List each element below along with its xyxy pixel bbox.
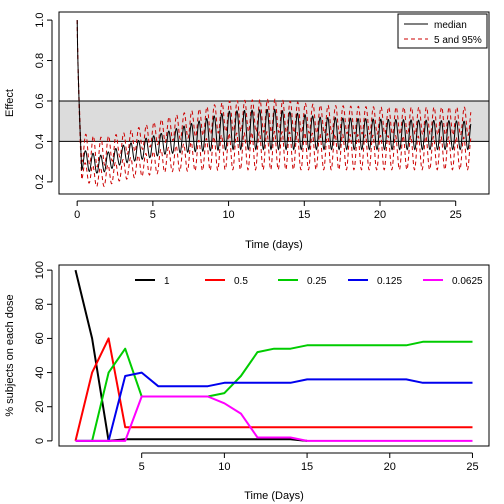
x-tick-label: 10 bbox=[222, 209, 234, 221]
legend-label-dose-0-125: 0.125 bbox=[377, 276, 402, 287]
x-tick-label: 15 bbox=[298, 209, 310, 221]
legend-label-dose-0-25: 0.25 bbox=[307, 276, 327, 287]
y-axis-title: Effect bbox=[4, 89, 16, 117]
legend: median 5 and 95% bbox=[397, 13, 488, 49]
y-tick-label: 100 bbox=[34, 261, 46, 279]
y-tick-label: 0 bbox=[34, 438, 46, 444]
x-tick-label: 10 bbox=[218, 461, 230, 473]
effect-series-lines bbox=[76, 20, 472, 188]
x-tick-label: 20 bbox=[374, 209, 386, 221]
x-tick-label: 25 bbox=[466, 461, 478, 473]
legend-label-dose-1: 1 bbox=[164, 276, 170, 287]
x-tick-label: 5 bbox=[139, 461, 145, 473]
plot-frame bbox=[58, 264, 490, 447]
legend: 1 0.5 0.25 0.125 0.0625 bbox=[135, 276, 483, 287]
series-95-percentile-line bbox=[76, 20, 472, 168]
dose-chart: 5 10 15 20 25 0 20 40 60 80 100 Time (Days) % sub… bbox=[4, 261, 490, 502]
x-tick-label: 5 bbox=[150, 209, 156, 221]
y-tick-label: 20 bbox=[34, 401, 46, 413]
y-tick-label: 1.0 bbox=[34, 12, 46, 27]
y-tick-label: 80 bbox=[34, 298, 46, 310]
series-line-dose-0-5 bbox=[74, 337, 473, 442]
y-axis-title: % subjects on each dose bbox=[4, 294, 16, 416]
y-tick-label: 0.8 bbox=[34, 53, 46, 68]
series-5-percentile-line bbox=[76, 20, 472, 188]
series-line-dose-0-125 bbox=[75, 371, 473, 442]
series-line-dose-0-25 bbox=[75, 340, 473, 442]
legend-label-percentiles: 5 and 95% bbox=[434, 35, 482, 46]
y-axis: 0 20 40 60 80 100 bbox=[34, 261, 53, 444]
y-tick-label: 0.2 bbox=[34, 174, 46, 189]
series-line-dose-1 bbox=[74, 269, 308, 442]
x-axis-title: Time (days) bbox=[245, 239, 303, 251]
y-axis: 0.2 0.4 0.6 0.8 1.0 bbox=[34, 12, 53, 190]
legend-label-median: median bbox=[434, 20, 467, 31]
series-median-line bbox=[76, 20, 472, 174]
x-axis: 5 10 15 20 25 bbox=[139, 452, 479, 473]
x-tick-label: 0 bbox=[74, 209, 80, 221]
y-tick-label: 0.4 bbox=[34, 134, 46, 149]
y-tick-label: 0.6 bbox=[34, 93, 46, 108]
x-tick-label: 20 bbox=[384, 461, 396, 473]
x-axis-title: Time (Days) bbox=[244, 490, 303, 502]
series-line-dose-0-0625 bbox=[75, 395, 473, 442]
dose-series-lines bbox=[74, 269, 473, 442]
x-axis: 0 5 10 15 20 25 bbox=[74, 200, 462, 221]
legend-label-dose-0-0625: 0.0625 bbox=[452, 276, 483, 287]
legend-box bbox=[397, 13, 488, 49]
x-tick-label: 15 bbox=[301, 461, 313, 473]
x-tick-label: 25 bbox=[450, 209, 462, 221]
effect-chart: 0 5 10 15 20 25 0.2 0.4 0.6 0.8 1.0 Time (days) E… bbox=[4, 11, 490, 251]
plot-frame bbox=[58, 11, 490, 195]
y-tick-label: 60 bbox=[34, 332, 46, 344]
legend-label-dose-0-5: 0.5 bbox=[234, 276, 248, 287]
y-tick-label: 40 bbox=[34, 366, 46, 378]
